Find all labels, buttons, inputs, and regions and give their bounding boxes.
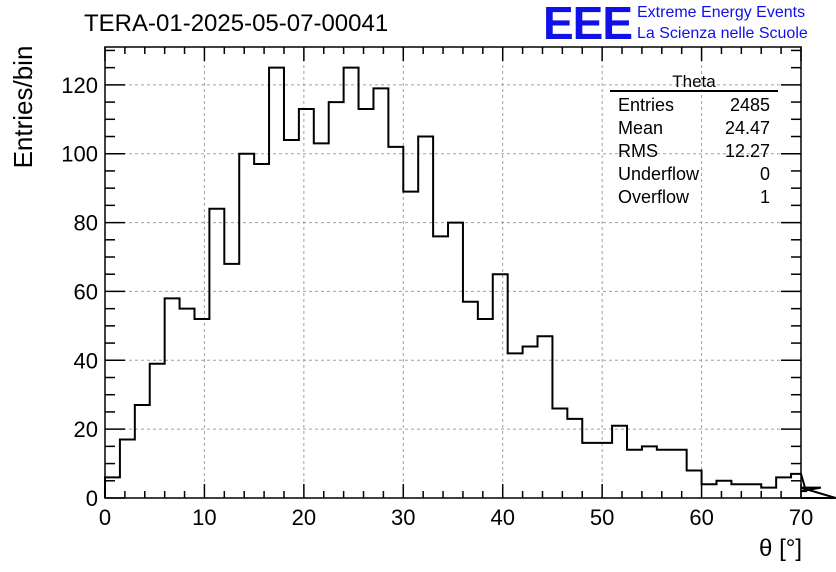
stats-row-entries: Entries 2485 — [610, 94, 778, 117]
stats-label: Mean — [618, 118, 664, 138]
logo-caption-line1: Extreme Energy Events — [637, 4, 806, 21]
stats-label: Overflow — [618, 187, 690, 207]
x-tick-label: 20 — [292, 505, 316, 530]
stats-label: Underflow — [618, 164, 700, 184]
y-tick-label: 20 — [74, 417, 98, 442]
histogram-series-theta — [104, 66, 836, 499]
y-tick-label: 100 — [61, 142, 98, 167]
x-tick-label: 40 — [490, 505, 514, 530]
stats-title: Theta — [672, 72, 716, 91]
stats-divider — [610, 90, 778, 92]
chart-title: TERA-01-2025-05-07-00041 — [84, 10, 389, 37]
x-tick-label: 60 — [689, 505, 713, 530]
y-tick-label: 60 — [74, 279, 98, 304]
x-axis-label: θ [°] — [759, 535, 802, 562]
x-tick-label: 70 — [789, 505, 813, 530]
y-tick-label: 80 — [74, 211, 98, 236]
stats-box: Theta Entries 2485 Mean 24.47 RMS 12.27 … — [610, 72, 778, 209]
stats-row-mean: Mean 24.47 — [610, 117, 778, 140]
logo-caption-line2: La Scienza nelle Scuole — [637, 25, 808, 42]
x-tick-label: 50 — [590, 505, 614, 530]
stats-value: 24.47 — [724, 118, 770, 138]
stats-value: 1 — [759, 187, 770, 207]
stats-label: Entries — [618, 95, 675, 115]
stats-row-rms: RMS 12.27 — [610, 140, 778, 163]
y-tick-label: 120 — [61, 73, 98, 98]
stats-row-overflow: Overflow 1 — [610, 186, 778, 209]
stats-label: RMS — [618, 141, 658, 161]
axis-ticks — [104, 47, 802, 499]
x-tick-label: 30 — [391, 505, 415, 530]
stats-value: 12.27 — [724, 141, 770, 161]
stats-value: 0 — [759, 164, 770, 184]
x-tick-label: 10 — [192, 505, 216, 530]
y-tick-label: 40 — [74, 348, 98, 373]
y-tick-label: 0 — [86, 486, 98, 511]
x-tick-labels: 0 10 20 30 40 50 60 70 — [99, 505, 813, 530]
eee-logo: EEE — [543, 0, 633, 49]
stats-value: 2485 — [729, 95, 770, 115]
plot-frame — [104, 46, 802, 499]
x-tick-label: 0 — [99, 505, 111, 530]
stats-row-underflow: Underflow 0 — [610, 163, 778, 186]
y-axis-label: Entries/bin — [8, 45, 38, 169]
y-tick-labels: 0 20 40 60 80 100 120 — [61, 73, 98, 511]
